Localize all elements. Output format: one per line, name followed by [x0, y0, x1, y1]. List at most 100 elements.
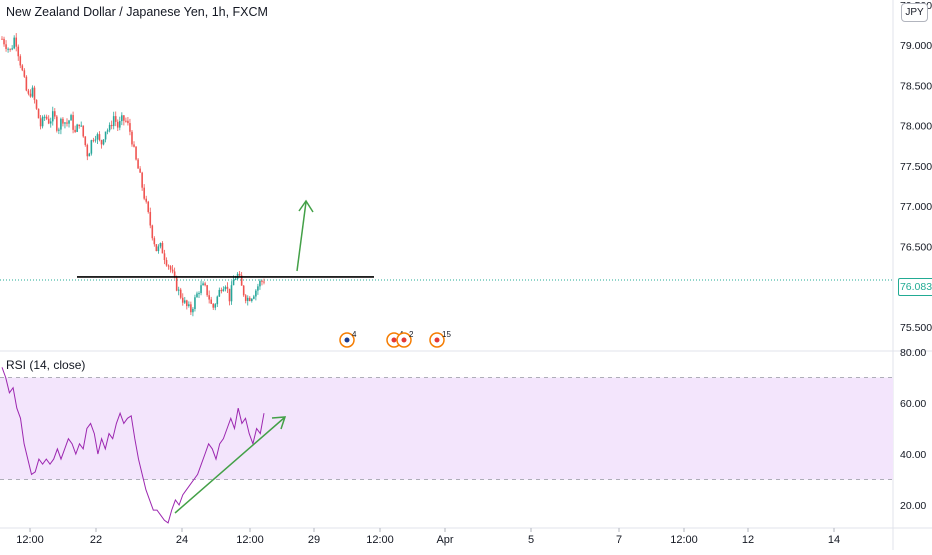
candle-body [90, 140, 93, 154]
candle-body [17, 46, 20, 57]
forecast-arrow-up[interactable] [296, 201, 307, 272]
candle-body [255, 290, 257, 297]
candle-body [56, 116, 58, 131]
candle-body [33, 87, 36, 100]
candle-body [169, 266, 172, 270]
candle-body [173, 271, 176, 277]
candle-body [135, 146, 137, 160]
candle-body [175, 276, 178, 291]
candle-body [86, 145, 89, 157]
candle-body [92, 140, 95, 142]
candle-body [3, 38, 5, 45]
candle-body [216, 296, 219, 305]
candle-body [72, 115, 74, 130]
candle-body [224, 286, 227, 290]
candle-body [171, 269, 174, 272]
candle-body [121, 115, 123, 122]
candle-body [190, 304, 192, 313]
candle-body [183, 300, 186, 303]
price-tick-label: 76.500 [900, 241, 932, 253]
candle-body [19, 56, 22, 66]
candle-body [13, 37, 15, 49]
candle-body [5, 44, 7, 49]
candle-body [118, 121, 121, 128]
price-tick-label: 79.000 [900, 40, 932, 52]
rsi-title: RSI (14, close) [6, 358, 86, 372]
candle-body [116, 121, 119, 128]
time-tick-label: 5 [528, 534, 534, 546]
candle-body [145, 198, 148, 202]
time-tick-label: 12:00 [16, 534, 44, 546]
candle-body [188, 304, 190, 307]
candle-body [66, 122, 68, 124]
candle-body [147, 201, 150, 212]
candle-body [214, 304, 217, 308]
candle-body [94, 139, 97, 141]
time-tick-label: 7 [616, 534, 622, 546]
nzd-flag-event-icon[interactable]: 4 [339, 330, 357, 348]
multi-event-icon[interactable]: 2 [396, 330, 414, 348]
candle-body [212, 303, 215, 308]
candle-body [70, 115, 72, 121]
candle-body [51, 111, 54, 122]
candle-body [74, 129, 76, 132]
candle-body [58, 129, 60, 131]
candle-body [143, 187, 145, 199]
rsi-tick-label: 80.00 [900, 347, 926, 359]
rsi-band [0, 377, 893, 480]
candle-body [123, 115, 125, 121]
price-tick-label: 78.000 [900, 121, 932, 133]
rsi-trend-arrow[interactable] [174, 417, 285, 514]
event-count: 4 [352, 330, 357, 339]
candle-body [110, 124, 113, 127]
candle-body [60, 118, 62, 130]
candle-body [163, 253, 166, 261]
time-tick-label: Apr [436, 534, 453, 546]
candle-body [192, 308, 194, 313]
event-icon-dot [401, 337, 407, 343]
event-icon-dot [344, 337, 350, 343]
candle-body [21, 65, 24, 71]
candle-body [15, 37, 18, 47]
candle-body [181, 297, 184, 303]
candle-body [179, 289, 182, 298]
candle-body [206, 285, 208, 296]
price-tick-label: 77.000 [900, 201, 932, 213]
candle-body [129, 123, 131, 132]
candle-body [11, 48, 13, 50]
candle-body [244, 295, 247, 301]
candle-body [9, 48, 11, 50]
candle-body [161, 242, 164, 254]
event-count: 15 [442, 330, 451, 339]
time-tick-label: 24 [176, 534, 188, 546]
candle-body [259, 280, 261, 287]
time-tick-label: 22 [90, 534, 102, 546]
candle-body [104, 131, 107, 140]
candle-body [167, 265, 170, 267]
candle-body [257, 286, 259, 291]
candle-body [82, 125, 85, 137]
candle-body [54, 111, 56, 117]
rsi-line [1, 367, 265, 524]
candle-body [139, 168, 141, 173]
candle-body [242, 285, 245, 296]
candle-body [39, 118, 42, 127]
candle-body [137, 159, 139, 169]
candle-body [43, 116, 46, 118]
candle-body [125, 120, 127, 122]
jpy-event-icon[interactable]: 15 [429, 330, 451, 348]
currency-button[interactable]: JPY [901, 3, 928, 22]
rsi-tick-label: 60.00 [900, 398, 926, 410]
candle-body [106, 130, 109, 132]
candle-body [96, 134, 99, 140]
candle-body [102, 139, 105, 145]
candle-body [200, 285, 202, 294]
time-tick-label: 12 [742, 534, 754, 546]
candle-body [240, 275, 243, 286]
candle-body [84, 136, 87, 146]
event-icon-dot [391, 337, 397, 343]
candle-body [153, 238, 156, 245]
candle-body [226, 286, 229, 289]
